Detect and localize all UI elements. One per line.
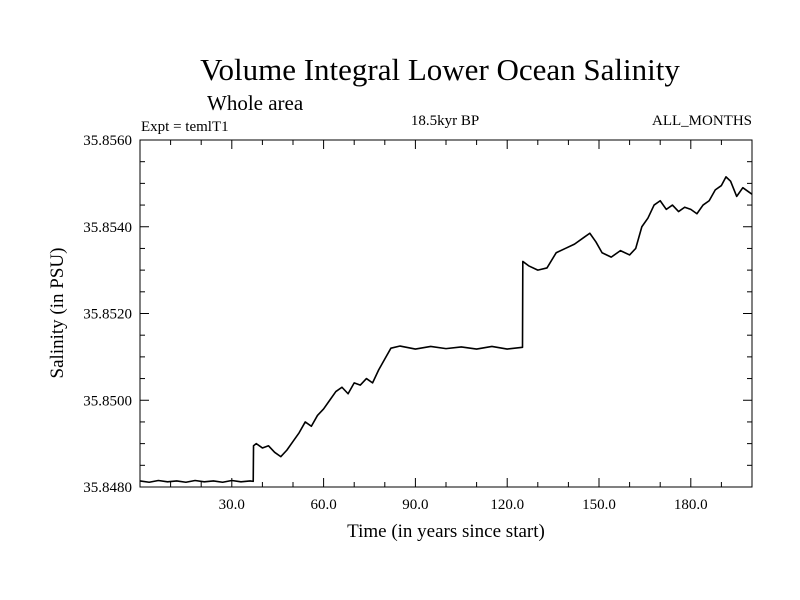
chart-subtitle: Whole area <box>207 91 304 115</box>
y-tick-label: 35.8520 <box>83 307 132 323</box>
x-tick-label: 120.0 <box>490 497 524 513</box>
y-tick-label: 35.8480 <box>83 480 132 496</box>
y-axis-label: Salinity (in PSU) <box>47 248 68 379</box>
x-tick-label: 150.0 <box>582 497 616 513</box>
x-tick-label: 30.0 <box>219 497 245 513</box>
months-label: ALL_MONTHS <box>652 113 752 129</box>
period-label: 18.5kyr BP <box>411 113 479 129</box>
y-tick-label: 35.8560 <box>83 133 132 149</box>
y-tick-label: 35.8500 <box>83 393 132 409</box>
axis-ticks <box>140 140 752 487</box>
y-axis-tick-labels: 35.8480 35.8500 35.8520 35.8540 35.8560 <box>83 133 132 496</box>
y-tick-label: 35.8540 <box>83 220 132 236</box>
experiment-label: Expt = temlT1 <box>141 119 229 135</box>
x-tick-label: 60.0 <box>310 497 336 513</box>
x-tick-label: 180.0 <box>674 497 708 513</box>
chart-title: Volume Integral Lower Ocean Salinity <box>200 52 680 87</box>
x-tick-label: 90.0 <box>402 497 428 513</box>
plot-area <box>139 139 753 488</box>
x-axis-label: Time (in years since start) <box>347 521 545 542</box>
salinity-series-line <box>139 176 753 484</box>
x-axis-tick-labels: 30.0 60.0 90.0 120.0 150.0 180.0 <box>219 497 708 513</box>
plot-frame <box>139 139 753 488</box>
